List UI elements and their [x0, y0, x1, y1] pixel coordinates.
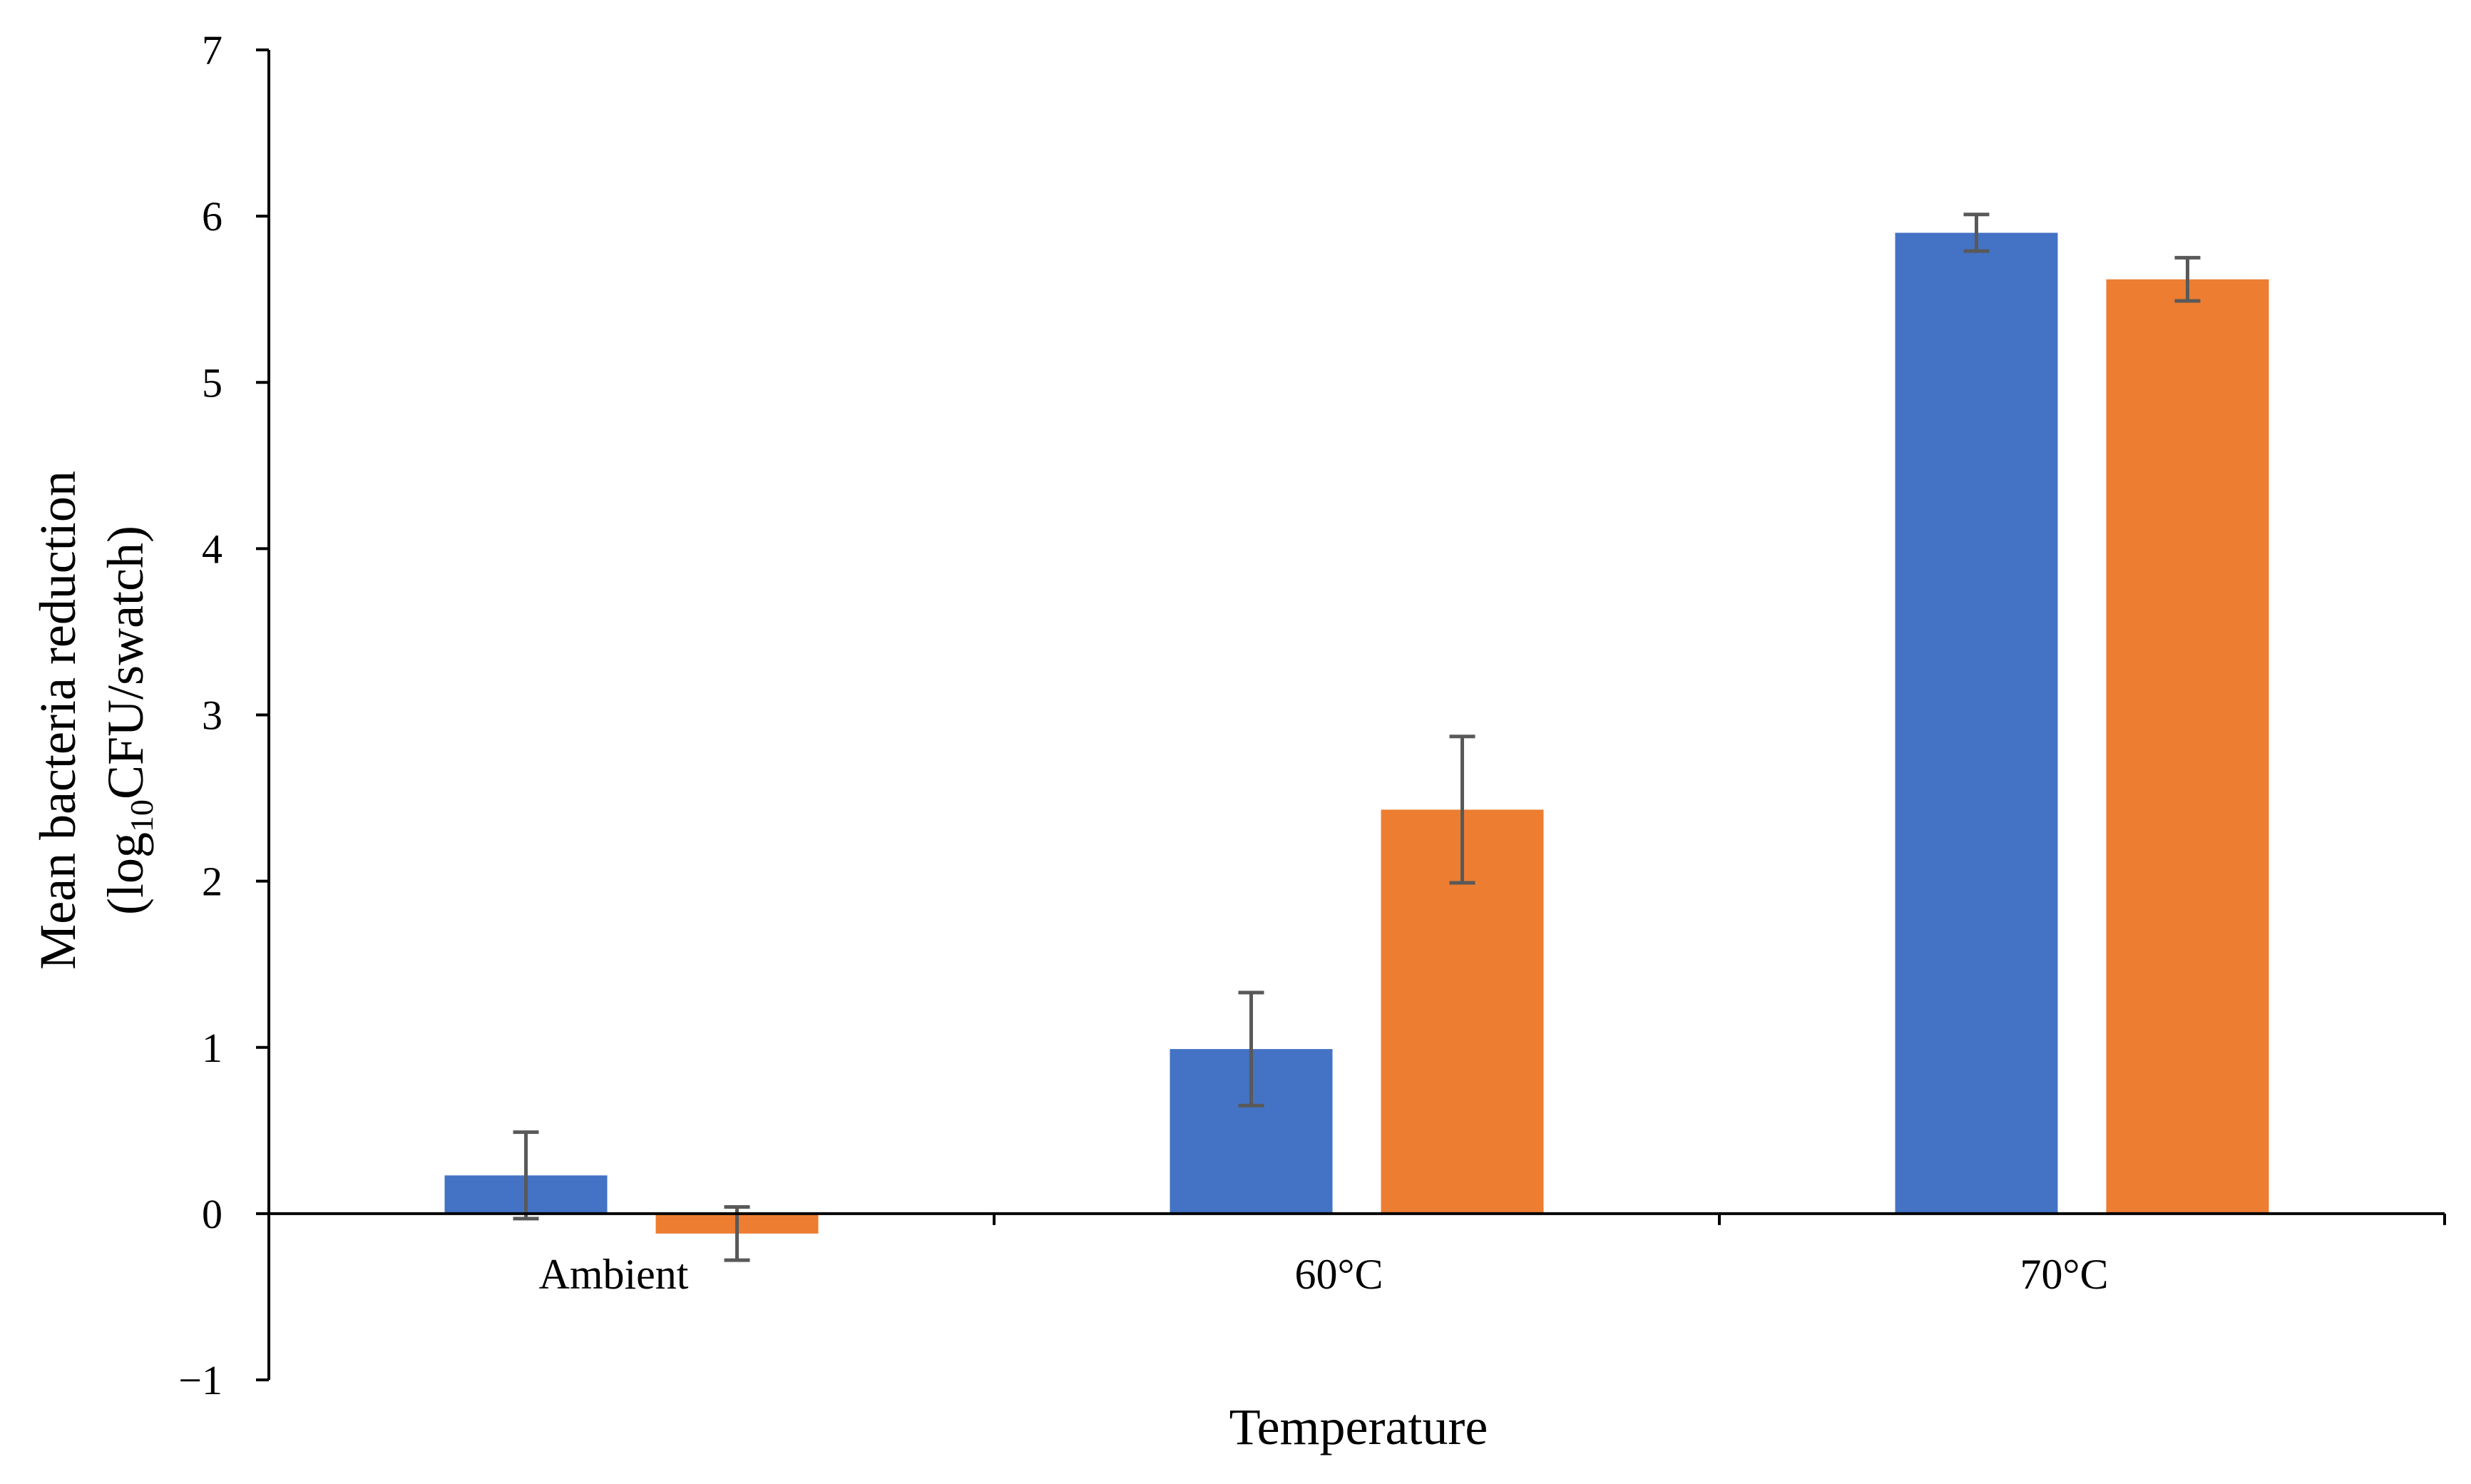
bar-2-2	[2106, 279, 2269, 1214]
y-tick-label: 5	[202, 359, 222, 406]
y-tick-label: −1	[178, 1357, 222, 1403]
x-axis-title: Temperature	[1229, 1398, 1488, 1455]
y-tick-label: 3	[202, 692, 222, 739]
y-tick-label: 2	[202, 859, 222, 905]
labels-group: −1 0 1 2 3 4 5 6 7 Ambient 60°C 70°C	[178, 27, 2108, 1403]
y-tick-label: 4	[202, 526, 222, 572]
axes-group	[256, 48, 270, 1381]
y-axis-title: Mean bacteria reduction	[29, 471, 86, 970]
y-axis-units-suffix: CFU/swatch)	[97, 526, 154, 799]
y-tick-label: 7	[202, 27, 222, 73]
y-axis-units-prefix: (log	[97, 832, 154, 915]
zero-axis-group	[267, 1212, 2446, 1225]
x-category-label: 70°C	[2020, 1251, 2108, 1298]
y-tick-label: 1	[202, 1025, 222, 1071]
y-tick-label: 0	[202, 1191, 222, 1237]
bars-group	[444, 232, 2269, 1234]
x-category-label: Ambient	[539, 1251, 689, 1298]
error-bars-group	[513, 213, 2201, 1262]
y-axis-title-units: (log10CFU/swatch)	[97, 526, 160, 915]
x-category-label: 60°C	[1294, 1251, 1383, 1298]
bar-1-2	[1895, 232, 2058, 1214]
axis-titles-group: Temperature Mean bacteria reduction (log…	[29, 471, 1488, 1455]
y-axis-units-subscript: 10	[123, 799, 160, 832]
y-tick-label: 6	[202, 193, 222, 240]
